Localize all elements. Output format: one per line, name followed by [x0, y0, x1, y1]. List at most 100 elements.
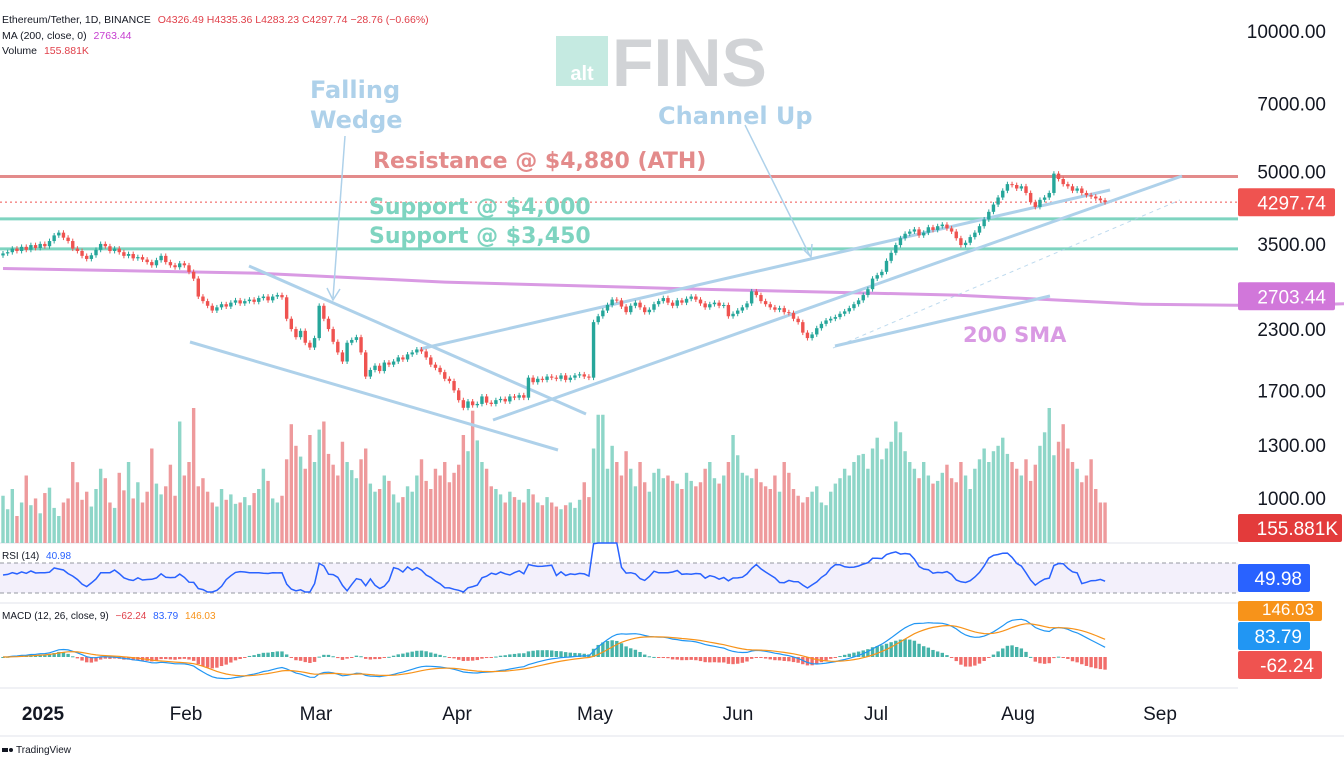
volume-bar [233, 503, 238, 543]
candle-body [922, 232, 926, 236]
candle-body [1084, 192, 1089, 196]
macd-legend[interactable]: MACD (12, 26, close, 9) −62.24 83.79 146… [2, 611, 220, 622]
candle-body [782, 308, 786, 313]
macd-hist-bar [447, 657, 452, 658]
macd-hist-bar [1010, 645, 1014, 657]
volume-bar [489, 486, 493, 543]
candle-body [512, 396, 517, 398]
candle-body [247, 299, 252, 302]
volume-bar [791, 489, 796, 543]
volume-bar [168, 464, 173, 543]
volume-bar [289, 424, 293, 543]
wedge-upper-line[interactable] [248, 264, 587, 416]
candle-body [298, 330, 303, 338]
volume-bar [131, 498, 135, 543]
volume-bar [391, 494, 396, 543]
rsi-legend[interactable]: RSI (14) 40.98 [2, 551, 75, 562]
candle-body [280, 295, 284, 298]
channel-upper-line[interactable] [419, 188, 1111, 351]
volume-legend[interactable]: Volume 155.881K [2, 45, 89, 58]
signal-tag: 146.03 [1262, 600, 1314, 619]
channel-lower-line[interactable] [492, 174, 1183, 422]
candle-body [633, 302, 638, 306]
rsi-value: 40.98 [46, 551, 72, 562]
candle-body [959, 238, 963, 246]
volume-bar [1001, 437, 1005, 543]
macd-hist-bar [1061, 657, 1065, 658]
ma-legend[interactable]: MA (200, close, 0) 2763.44 [2, 30, 132, 43]
macd-hist-bar [996, 651, 1000, 657]
sma-200-line[interactable] [2, 267, 1344, 308]
candle-body [191, 271, 196, 279]
time-tick-label: Mar [300, 704, 333, 725]
candle-body [29, 245, 33, 250]
volume-bar [33, 498, 38, 543]
macd-hist-bar [536, 650, 540, 657]
macd-hist-bar [47, 654, 52, 657]
macd-hist-bar [266, 652, 270, 657]
time-axis[interactable]: 2025 Feb Mar Apr May Jun Jul Aug Sep [22, 704, 1177, 725]
candle-body [847, 308, 851, 312]
candle-body [75, 248, 80, 251]
macd-hist-bar [949, 657, 954, 658]
macd-hist-bar [1066, 657, 1070, 659]
tradingview-branding[interactable]: TradingView [2, 745, 71, 756]
volume-bar [670, 480, 675, 543]
volume-bar [656, 468, 661, 543]
short-trend-line[interactable] [834, 294, 1051, 348]
macd-hist-bar [903, 639, 907, 657]
signal-tag-bg [1238, 601, 1322, 621]
rsi-panel[interactable]: 49.98 [0, 542, 1310, 594]
price-axis[interactable]: 10000.00 7000.00 5000.00 3500.00 2300.00 1700… [1247, 22, 1326, 510]
macd-hist-bar [494, 656, 498, 658]
volume-bar [1056, 441, 1061, 543]
candle-body [377, 365, 382, 372]
macd-hist-bar [689, 657, 693, 660]
macd-hist-bar [368, 657, 373, 660]
candle-body [629, 305, 633, 313]
candle-body [108, 246, 112, 251]
candle-body [15, 248, 19, 251]
candle-body [494, 400, 498, 404]
volume-bar [694, 486, 698, 543]
volume-bar [777, 491, 782, 543]
macd-hist-bar [712, 657, 717, 663]
macd-hist-bar [791, 657, 796, 663]
volume-bar [763, 486, 768, 543]
volume-bar [898, 432, 903, 543]
candle-body [894, 245, 898, 253]
macd-hist-bar [573, 652, 577, 657]
volume-bar [1005, 453, 1010, 543]
candle-body [815, 328, 819, 335]
volume-bar [768, 489, 772, 543]
price-tick-label: 1000.00 [1257, 489, 1326, 510]
volume-bar [466, 451, 470, 543]
macd-hist-bar [340, 657, 345, 660]
macd-hist-bar [461, 657, 466, 662]
symbol-header[interactable]: Ethereum/Tether, 1D, BINANCE O4326.49 H4… [2, 14, 429, 27]
macd-hist-bar [1015, 646, 1019, 657]
volume-bar [261, 468, 266, 543]
candle-body [805, 332, 810, 339]
volume-bar [619, 475, 624, 543]
candle-body [615, 299, 619, 301]
candle-body [745, 303, 749, 308]
macd-panel[interactable]: 146.03 83.79 -62.24 [1, 600, 1322, 680]
macd-hist-bar [856, 651, 861, 657]
volume-value: 155.881K [43, 45, 89, 57]
candle-body [1061, 179, 1065, 185]
time-tick-label: Sep [1143, 704, 1177, 725]
candle-body [889, 252, 893, 261]
candle-body [233, 300, 238, 303]
candle-body [340, 352, 345, 362]
volume-bar [52, 507, 56, 543]
candle-body [243, 301, 247, 304]
candle-body [736, 310, 740, 314]
annotation-resistance: Resistance @ $4,880 (ATH) [373, 149, 706, 174]
macd-tag: 83.79 [1254, 627, 1302, 648]
candle-body [694, 296, 698, 300]
wedge-lower-line[interactable] [189, 340, 559, 452]
volume-bar [852, 462, 856, 543]
volume-bar [415, 475, 419, 543]
